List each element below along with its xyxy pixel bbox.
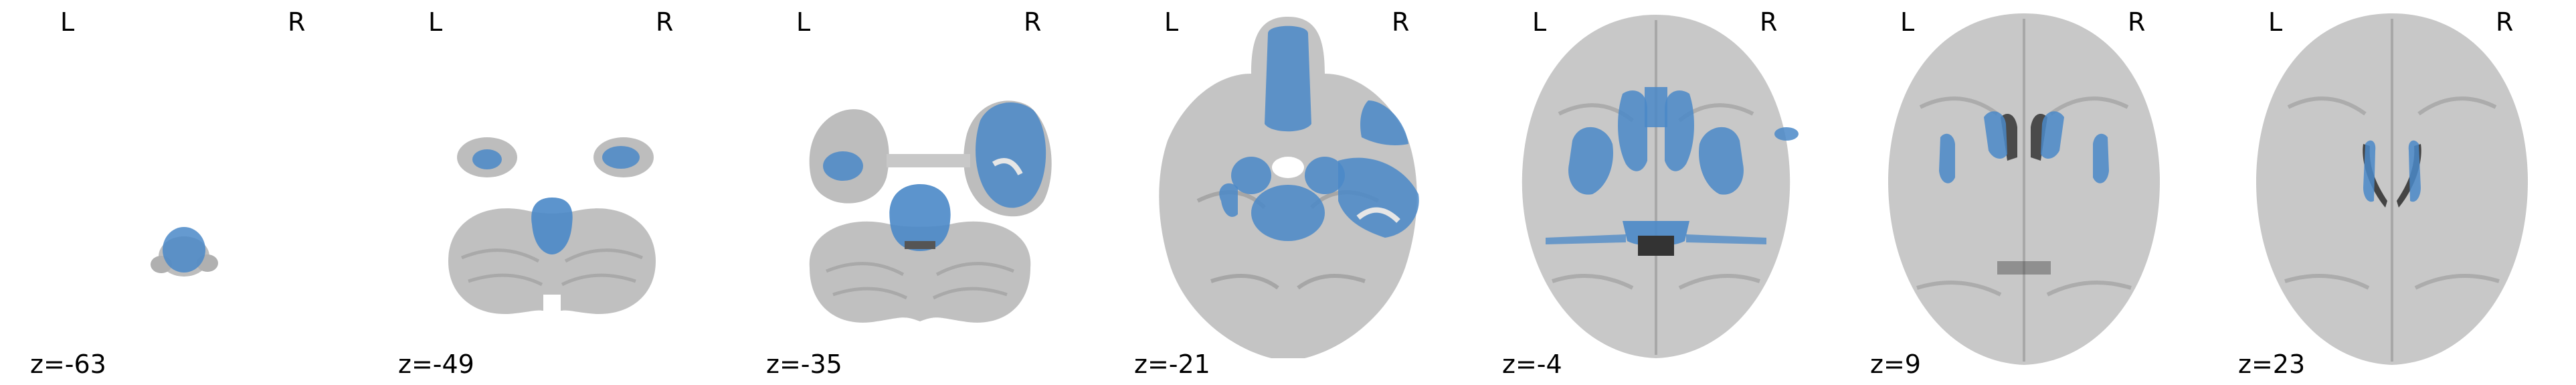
slice-coordinate-label: z=-35: [766, 350, 842, 379]
slice-image-1: [151, 227, 218, 277]
slice-panel-6: L R z=9: [1840, 0, 2208, 385]
right-orientation-label: R: [2128, 7, 2146, 37]
left-orientation-label: L: [1532, 7, 1547, 37]
slice-panel-3: L R z=-35: [736, 0, 1104, 385]
slice-coordinate-label: z=-21: [1134, 350, 1210, 379]
slice-panel-4: L R z=-21: [1104, 0, 1472, 385]
right-orientation-label: R: [2496, 7, 2514, 37]
slice-panel-1: L R z=-63: [0, 0, 368, 385]
left-orientation-label: L: [1164, 7, 1179, 37]
slice-image-7: [2256, 13, 2528, 365]
slice-image-4: [1159, 17, 1419, 358]
slice-image-3: [809, 100, 1052, 323]
slice-panel-2: L R z=-49: [368, 0, 736, 385]
slice-coordinate-label: z=-63: [30, 350, 106, 379]
slice-image-5: [1522, 15, 1799, 358]
right-orientation-label: R: [1024, 7, 1042, 37]
slice-coordinate-label: z=-49: [398, 350, 474, 379]
left-orientation-label: L: [2268, 7, 2283, 37]
right-orientation-label: R: [1760, 7, 1778, 37]
left-orientation-label: L: [428, 7, 443, 37]
slice-coordinate-label: z=-4: [1502, 350, 1562, 379]
slice-panel-7: L R z=23: [2208, 0, 2576, 385]
slice-panel-5: L R z=-4: [1472, 0, 1840, 385]
slice-image-6: [1888, 13, 2160, 365]
left-orientation-label: L: [796, 7, 811, 37]
left-orientation-label: L: [1900, 7, 1915, 37]
right-orientation-label: R: [1392, 7, 1410, 37]
slice-image-2: [448, 137, 656, 315]
slice-coordinate-label: z=23: [2238, 350, 2306, 379]
right-orientation-label: R: [656, 7, 674, 37]
left-orientation-label: L: [60, 7, 75, 37]
slice-coordinate-label: z=9: [1870, 350, 1921, 379]
right-orientation-label: R: [288, 7, 306, 37]
